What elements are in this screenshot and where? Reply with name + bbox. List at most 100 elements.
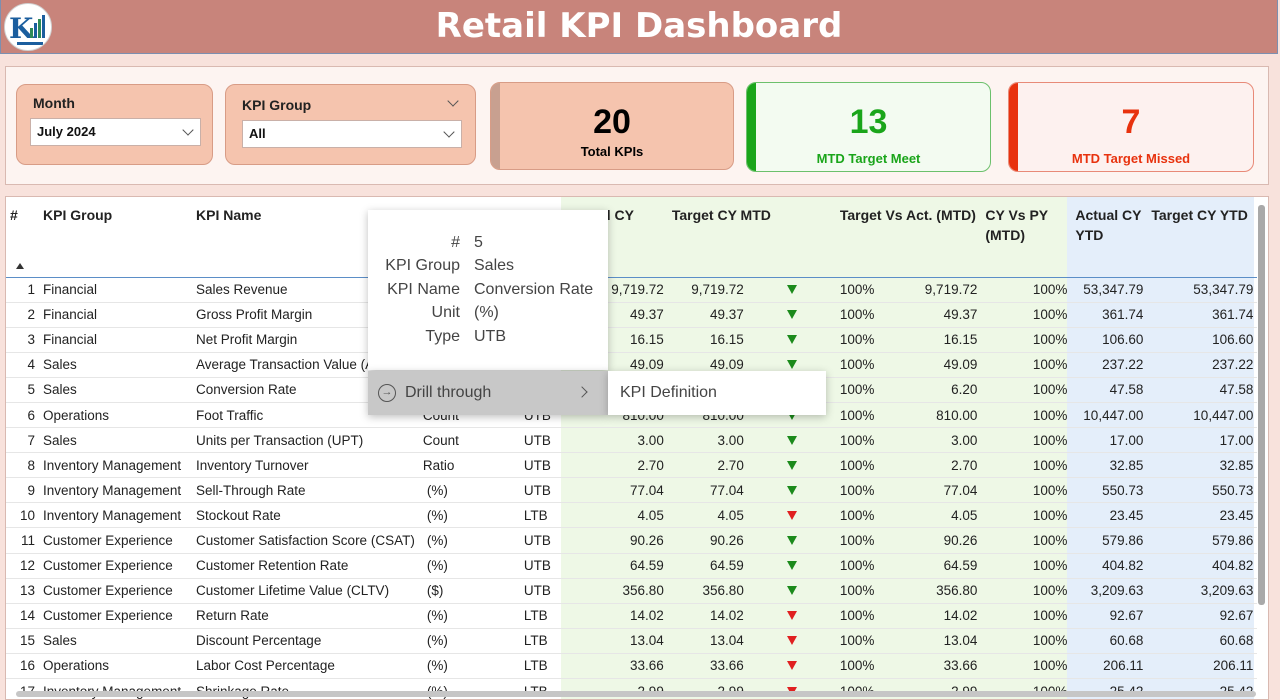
cy-vs-py-cell: 100% xyxy=(981,502,1072,529)
status-icon-cell xyxy=(747,327,836,353)
actual-cy-ytd-cell: 47.58 xyxy=(1071,377,1148,403)
horizontal-scrollbar[interactable] xyxy=(16,691,1256,697)
target-cy-ytd-cell: 10,447.00 xyxy=(1147,402,1258,429)
table-row[interactable]: 2 Financial Gross Profit Margin 49.37 49.37 1… xyxy=(6,302,1258,328)
table-row[interactable]: 15 Sales Discount Percentage (%) LTB 13.04 13.… xyxy=(6,628,1258,654)
month-dropdown-value: July 2024 xyxy=(37,124,96,139)
actual-cy-ytd-cell: 10,447.00 xyxy=(1071,402,1148,429)
row-index: 10 xyxy=(6,502,39,529)
target-cy-ytd-cell: 206.11 xyxy=(1147,653,1258,680)
month-dropdown[interactable]: July 2024 xyxy=(30,118,201,146)
col-header-cy-vs-py[interactable]: CY Vs PY (MTD) xyxy=(985,207,1048,243)
table-row[interactable]: 7 Sales Units per Transaction (UPT) Count UT… xyxy=(6,427,1258,454)
target-cy-ytd-cell: 361.74 xyxy=(1147,302,1258,328)
target-vs-act-cell: 100% xyxy=(835,352,879,378)
kpi-group-cell: Inventory Management xyxy=(39,502,192,529)
status-red-triangle-icon xyxy=(786,661,797,671)
status-red-triangle-icon xyxy=(786,636,797,646)
row-index: 9 xyxy=(6,477,39,504)
actual-cy-mtd-cell: 13.04 xyxy=(563,628,668,654)
kpi-definition-menu-item[interactable]: KPI Definition xyxy=(608,371,826,415)
table-row[interactable]: 10 Inventory Management Stockout Rate (%) LT… xyxy=(6,502,1258,529)
kpi-group-cell: Operations xyxy=(39,653,192,680)
target-cy-mtd-cell: 2.70 xyxy=(667,452,748,479)
py-mtd-cell: 810.00 xyxy=(878,402,982,429)
vertical-scrollbar[interactable] xyxy=(1258,205,1265,605)
chevron-down-icon[interactable] xyxy=(447,95,459,107)
table-row[interactable]: 8 Inventory Management Inventory Turnover R… xyxy=(6,452,1258,479)
col-header-target-vs-act[interactable]: Target Vs Act. (MTD) xyxy=(839,207,976,223)
cy-vs-py-cell: 100% xyxy=(981,302,1072,328)
actual-cy-ytd-cell: 237.22 xyxy=(1071,352,1148,378)
table-row[interactable]: 11 Customer Experience Customer Satisfacti… xyxy=(6,527,1258,554)
kpi-group-cell: Customer Experience xyxy=(39,553,192,579)
unit-cell: ($) xyxy=(418,578,520,604)
py-mtd-cell: 77.04 xyxy=(878,477,982,504)
mtd-target-meet-value: 13 xyxy=(849,103,888,141)
target-cy-ytd-cell: 53,347.79 xyxy=(1147,277,1258,303)
type-cell: UTB xyxy=(519,553,564,579)
target-vs-act-cell: 100% xyxy=(835,327,879,353)
tooltip-row: Unit (%) xyxy=(368,304,608,328)
actual-cy-ytd-cell: 53,347.79 xyxy=(1071,277,1148,303)
drill-through-menu-item[interactable]: → Drill through xyxy=(368,371,608,415)
mtd-target-missed-caption: MTD Target Missed xyxy=(1071,151,1191,166)
actual-cy-ytd-cell: 106.60 xyxy=(1071,327,1148,353)
cy-vs-py-cell: 100% xyxy=(981,603,1072,629)
actual-cy-ytd-cell: 206.11 xyxy=(1071,653,1148,680)
col-header-index[interactable]: # xyxy=(10,207,18,223)
kpi-group-cell: Sales xyxy=(39,628,192,654)
type-cell: UTB xyxy=(519,477,564,504)
target-cy-ytd-cell: 404.82 xyxy=(1147,553,1258,579)
row-index: 1 xyxy=(6,277,39,303)
table-row[interactable]: 12 Customer Experience Customer Retention … xyxy=(6,553,1258,579)
unit-cell: (%) xyxy=(418,502,520,529)
table-row[interactable]: 16 Operations Labor Cost Percentage (%) LTB 3… xyxy=(6,653,1258,680)
row-index: 15 xyxy=(6,628,39,654)
status-green-triangle-icon xyxy=(786,485,797,495)
sort-ascending-icon[interactable] xyxy=(16,263,24,269)
table-row[interactable]: 3 Financial Net Profit Margin 16.15 16.15 100… xyxy=(6,327,1258,353)
table-row[interactable]: 1 Financial Sales Revenue 9,719.72 9,719.72 1… xyxy=(6,277,1258,303)
py-mtd-cell: 9,719.72 xyxy=(878,277,982,303)
target-vs-act-cell: 100% xyxy=(835,502,879,529)
tooltip-value: UTB xyxy=(474,328,506,345)
target-cy-ytd-cell: 579.86 xyxy=(1147,527,1258,554)
cy-vs-py-cell: 100% xyxy=(981,653,1072,680)
kpi-name-cell: Return Rate xyxy=(192,603,419,629)
target-cy-ytd-cell: 3,209.63 xyxy=(1147,578,1258,604)
actual-cy-ytd-cell: 92.67 xyxy=(1071,603,1148,629)
actual-cy-mtd-cell: 77.04 xyxy=(563,477,668,504)
row-index: 8 xyxy=(6,452,39,479)
table-row[interactable]: 13 Customer Experience Customer Lifetime V… xyxy=(6,578,1258,604)
unit-cell: Count xyxy=(418,427,520,454)
type-cell: UTB xyxy=(519,427,564,454)
target-cy-ytd-cell: 92.67 xyxy=(1147,603,1258,629)
tooltip-key: Type xyxy=(425,328,460,345)
col-header-actual-cy-ytd[interactable]: Actual CY YTD xyxy=(1075,207,1142,243)
col-header-kpi-name[interactable]: KPI Name xyxy=(196,207,262,223)
table-row[interactable]: 14 Customer Experience Return Rate (%) LTB 14… xyxy=(6,603,1258,629)
dashboard-header: K Retail KPI Dashboard xyxy=(0,0,1278,54)
col-header-target-cy-mtd[interactable]: Target CY MTD xyxy=(671,207,771,223)
tooltip-value: 5 xyxy=(474,234,483,251)
target-vs-act-cell: 100% xyxy=(835,377,879,403)
col-header-kpi-group[interactable]: KPI Group xyxy=(43,207,113,223)
status-icon-cell xyxy=(747,302,836,328)
table-row[interactable]: 9 Inventory Management Sell-Through Rate (%… xyxy=(6,477,1258,504)
target-vs-act-cell: 100% xyxy=(835,452,879,479)
type-cell: UTB xyxy=(519,527,564,554)
cy-vs-py-cell: 100% xyxy=(981,402,1072,429)
total-kpis-card: 20 Total KPIs xyxy=(490,82,734,170)
table-header-row: # KPI Group KPI Name Unit Type Actual CY… xyxy=(6,197,1258,277)
kpi-group-cell: Sales xyxy=(39,427,192,454)
kpi-group-dropdown[interactable]: All xyxy=(242,120,462,148)
actual-cy-mtd-cell: 14.02 xyxy=(563,603,668,629)
total-kpis-caption: Total KPIs xyxy=(580,144,644,159)
row-index: 2 xyxy=(6,302,39,328)
arrow-right-circle-icon: → xyxy=(378,384,396,402)
col-header-target-cy-ytd[interactable]: Target CY YTD xyxy=(1151,207,1248,223)
tooltip-row: KPI Group Sales xyxy=(368,257,608,281)
cy-vs-py-cell: 100% xyxy=(981,628,1072,654)
kpi-group-cell: Financial xyxy=(39,302,192,328)
